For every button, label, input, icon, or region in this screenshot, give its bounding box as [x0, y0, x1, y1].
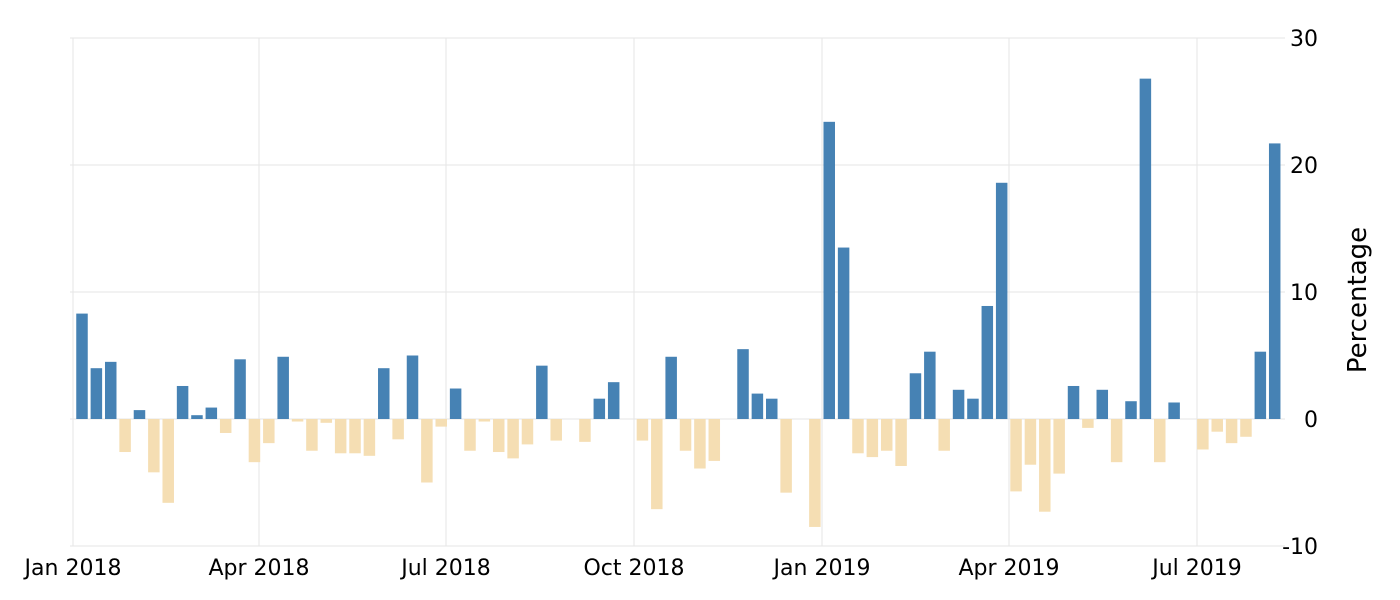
bar-positive	[449, 388, 462, 419]
grid	[70, 37, 1285, 547]
y-tick-label: 20	[1290, 154, 1318, 179]
x-tick-label: Apr 2019	[958, 556, 1059, 581]
bar-negative	[895, 419, 907, 466]
bar-negative	[219, 419, 232, 433]
bar-negative	[579, 419, 591, 442]
bar-negative	[435, 419, 447, 427]
y-axis-label: Percentage	[1343, 227, 1373, 373]
bar-positive	[1067, 385, 1080, 419]
bar-positive	[1125, 401, 1137, 419]
bar-negative	[521, 419, 534, 445]
bar-negative	[852, 419, 864, 454]
bar-positive	[76, 313, 88, 419]
bar-positive	[751, 393, 764, 419]
bar-negative	[1024, 419, 1037, 465]
bar-positive	[593, 398, 606, 419]
bar-positive	[406, 355, 419, 419]
x-tick-label: Jan 2018	[23, 556, 122, 581]
bar-negative	[320, 419, 333, 423]
x-tick-label: Jul 2018	[399, 556, 491, 581]
x-tick-label: Jul 2019	[1150, 556, 1242, 581]
bar-positive	[1268, 143, 1281, 419]
bar-positive	[737, 349, 749, 419]
bar-positive	[952, 389, 965, 419]
bar-negative	[291, 419, 304, 422]
bar-negative	[651, 419, 663, 510]
x-axis-ticks: Jan 2018 Apr 2018 Jul 2018 Oct 2018 Jan 2019…	[23, 556, 1242, 581]
bar-positive	[909, 373, 922, 419]
x-tick-label: Oct 2018	[583, 556, 684, 581]
bar-positive	[536, 365, 548, 419]
bar-negative	[1240, 419, 1252, 437]
bar-negative	[780, 419, 792, 493]
y-tick-label: 30	[1290, 27, 1318, 52]
bar-positive	[90, 368, 103, 419]
bar-positive	[1168, 402, 1180, 419]
bar-negative	[880, 419, 893, 451]
bar-positive	[665, 356, 677, 419]
bars	[76, 78, 1281, 527]
bar-negative	[421, 419, 433, 483]
bar-negative	[694, 419, 706, 469]
bar-positive	[1254, 351, 1267, 419]
bar-negative	[263, 419, 275, 444]
bar-negative	[809, 419, 821, 527]
bar-negative	[363, 419, 376, 456]
bar-positive	[1096, 389, 1109, 419]
bar-negative	[507, 419, 519, 459]
bar-positive	[967, 398, 979, 419]
y-tick-label: -10	[1282, 535, 1318, 560]
x-tick-label: Jan 2019	[772, 556, 871, 581]
y-tick-label: 0	[1304, 408, 1318, 433]
bar-positive	[104, 361, 117, 419]
bar-negative	[392, 419, 404, 440]
bar-negative	[334, 419, 347, 454]
bar-positive	[823, 121, 835, 419]
bar-negative	[1053, 419, 1065, 474]
y-tick-label: 10	[1290, 281, 1318, 306]
bar-negative	[478, 419, 491, 422]
bar-positive	[205, 407, 218, 419]
bar-negative	[162, 419, 174, 503]
bar-negative	[1082, 419, 1094, 428]
bar-positive	[191, 415, 203, 419]
bar-positive	[234, 359, 246, 419]
bar-negative	[148, 419, 160, 473]
bar-positive	[378, 368, 390, 419]
bar-positive	[1139, 78, 1152, 419]
bar-negative	[938, 419, 950, 451]
x-tick-label: Apr 2018	[208, 556, 309, 581]
bar-positive	[133, 410, 146, 419]
bar-positive	[607, 382, 620, 419]
bar-negative	[1010, 419, 1022, 492]
bar-negative	[1110, 419, 1123, 463]
bar-negative	[1039, 419, 1051, 512]
bar-negative	[1197, 419, 1209, 450]
bar-negative	[550, 419, 562, 441]
y-axis-ticks: -10 0 10 20 30	[1282, 27, 1318, 560]
bar-positive	[176, 385, 189, 419]
bar-negative	[1211, 419, 1223, 432]
bar-positive	[277, 356, 289, 419]
bar-negative	[636, 419, 649, 441]
bar-negative	[349, 419, 361, 454]
bar-negative	[248, 419, 261, 463]
bar-negative	[866, 419, 879, 458]
bar-positive	[924, 351, 936, 419]
bar-negative	[492, 419, 505, 453]
bar-negative	[306, 419, 318, 451]
bar-negative	[119, 419, 131, 453]
bar-negative	[679, 419, 692, 451]
bar-negative	[1225, 419, 1238, 444]
bar-positive	[995, 182, 1008, 419]
bar-negative	[708, 419, 721, 461]
bar-positive	[981, 305, 994, 419]
bar-negative	[1154, 419, 1166, 463]
bar-negative	[464, 419, 476, 451]
bar-positive	[837, 247, 850, 419]
bar-positive	[766, 398, 778, 419]
